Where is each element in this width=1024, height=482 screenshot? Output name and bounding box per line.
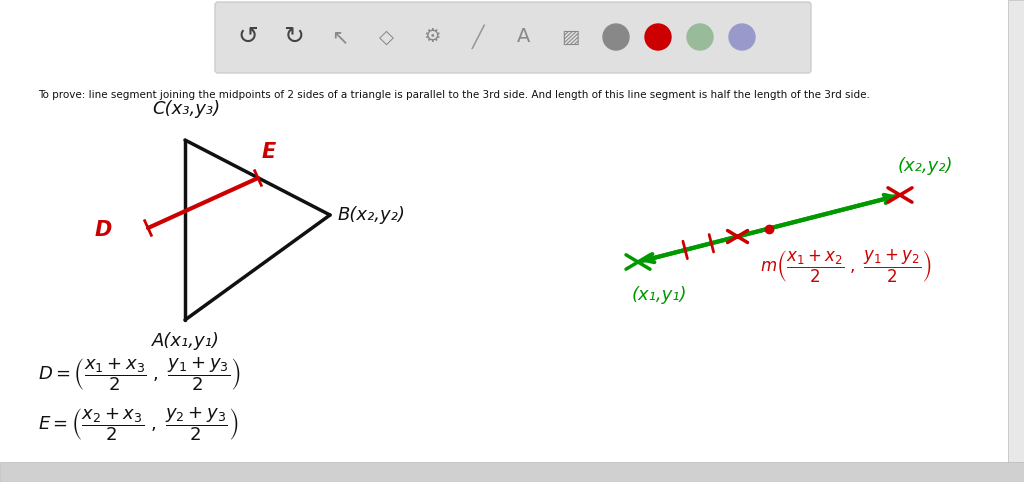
Text: (x₂,y₂): (x₂,y₂): [898, 157, 953, 175]
Text: (x₁,y₁): (x₁,y₁): [632, 286, 687, 304]
Circle shape: [687, 24, 713, 50]
Text: $E = \left( \dfrac{x_2+x_3}{2}\ ,\ \dfrac{y_2+y_3}{2} \right)$: $E = \left( \dfrac{x_2+x_3}{2}\ ,\ \dfra…: [38, 405, 239, 442]
Text: ╱: ╱: [472, 25, 484, 49]
Text: $D= \left( \dfrac{x_1+x_3}{2}\ ,\ \dfrac{y_1+y_3}{2} \right)$: $D= \left( \dfrac{x_1+x_3}{2}\ ,\ \dfrac…: [38, 355, 241, 393]
Bar: [0, 462, 1024, 482]
Text: ↺: ↺: [238, 25, 258, 49]
Circle shape: [603, 24, 629, 50]
Text: D: D: [94, 220, 112, 240]
Text: B(x₂,y₂): B(x₂,y₂): [338, 206, 406, 224]
Text: To prove: line segment joining the midpoints of 2 sides of a triangle is paralle: To prove: line segment joining the midpo…: [38, 90, 869, 100]
Text: ↻: ↻: [284, 25, 304, 49]
Text: C(x₃,y₃): C(x₃,y₃): [152, 100, 220, 118]
Text: A(x₁,y₁): A(x₁,y₁): [152, 332, 220, 350]
Circle shape: [729, 24, 755, 50]
Text: ▨: ▨: [561, 27, 580, 46]
Text: ◇: ◇: [379, 27, 393, 46]
FancyBboxPatch shape: [215, 2, 811, 73]
Bar: [1008, 0, 1024, 462]
Text: ⚙: ⚙: [423, 27, 440, 46]
Circle shape: [645, 24, 671, 50]
Text: $m\left( \dfrac{x_1+x_2}{2}\ ,\ \dfrac{y_1+y_2}{2} \right)$: $m\left( \dfrac{x_1+x_2}{2}\ ,\ \dfrac{y…: [760, 248, 932, 285]
Text: ↖: ↖: [331, 27, 349, 47]
Text: A: A: [517, 27, 530, 46]
Text: E: E: [262, 142, 276, 162]
